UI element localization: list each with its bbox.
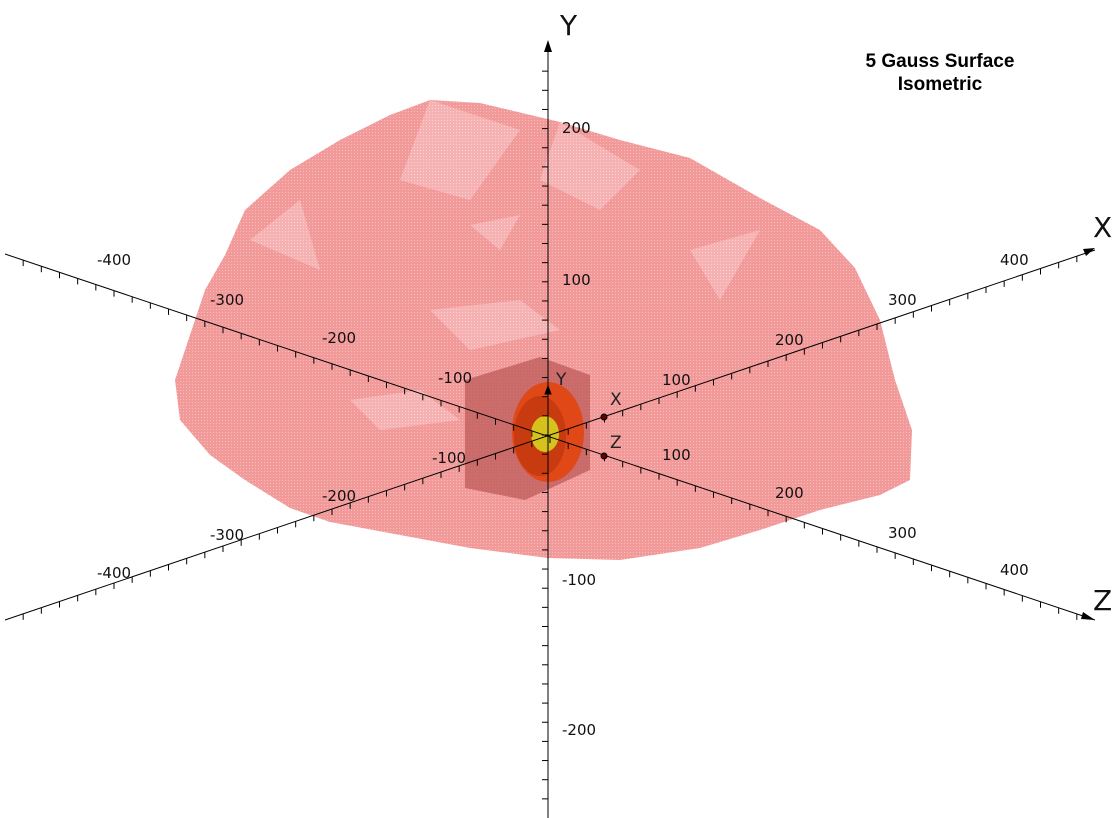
plot-title-line2: Isometric	[897, 74, 983, 95]
gauss-surface-facet-3	[470, 215, 520, 250]
magnet-z-dot	[600, 452, 608, 460]
x-tick-label: -100	[432, 449, 466, 467]
gauss-surface	[175, 100, 912, 560]
z-tick-label: -200	[322, 329, 356, 347]
z-tick-label: -300	[210, 291, 244, 309]
magnet	[465, 357, 590, 500]
x-tick-label: -400	[97, 564, 131, 582]
axis-ticks	[22, 70, 1078, 800]
magnet-ring-inner	[531, 416, 559, 452]
z-axis-arrowhead	[1081, 612, 1095, 620]
y-tick-label: 200	[562, 119, 591, 137]
y-axis-name: Y	[559, 9, 578, 42]
z-tick-label: -100	[438, 369, 472, 387]
z-tick-label: 100	[662, 446, 691, 464]
y-axis-arrowhead	[544, 40, 552, 52]
magnet-x-label: X	[610, 390, 622, 410]
y-tick-label: -200	[562, 721, 596, 739]
x-tick-label: 100	[662, 371, 691, 389]
gauss-surface-facet-7	[250, 200, 320, 270]
magnet-y-arrowhead	[544, 384, 552, 395]
x-tick-label: 200	[775, 331, 804, 349]
z-tick-label: 200	[775, 484, 804, 502]
magnet-axes	[544, 384, 608, 460]
x-axis-arrowhead	[1083, 248, 1095, 256]
x-axis-name: X	[1093, 211, 1112, 244]
gauss-surface-facet-5	[350, 390, 460, 430]
gauss-surface-facet-2	[540, 122, 640, 210]
magnet-x-dot	[600, 413, 608, 421]
x-tick-label: -300	[210, 526, 244, 544]
gauss-surface-facet-1	[400, 100, 520, 200]
z-tick-label: -400	[97, 251, 131, 269]
x-tick-label: -200	[322, 487, 356, 505]
gauss-surface-facet-6	[690, 230, 760, 300]
magnet-y-label: Y	[555, 370, 567, 390]
x-tick-label: 400	[1000, 251, 1029, 269]
magnet-z-label: Z	[610, 433, 622, 453]
y-tick-label: 100	[562, 271, 591, 289]
plot-title: 5 Gauss Surface Isometric	[790, 50, 1090, 96]
y-tick-label: -100	[562, 571, 596, 589]
gauss-surface-facet-4	[430, 300, 560, 350]
plot-title-line1: 5 Gauss Surface	[865, 51, 1015, 72]
z-tick-label: 300	[888, 524, 917, 542]
x-tick-label: 300	[888, 291, 917, 309]
z-axis-name: Z	[1093, 584, 1112, 617]
z-tick-label: 400	[1000, 561, 1029, 579]
